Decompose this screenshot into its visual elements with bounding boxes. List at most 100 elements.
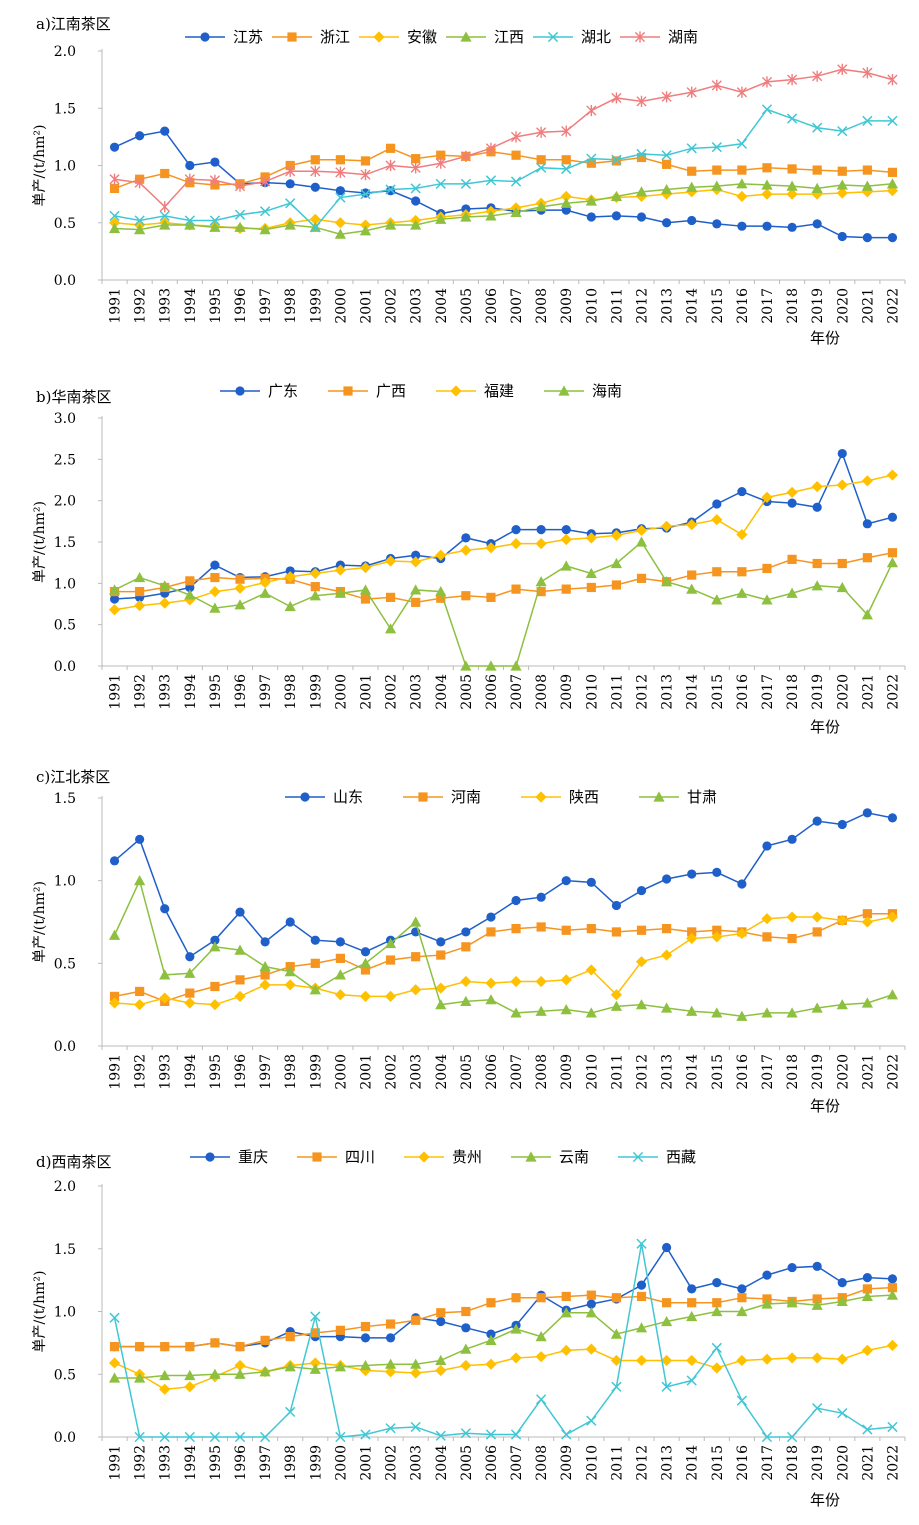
data-point <box>586 158 596 168</box>
y-tick-label: 2.0 <box>54 494 76 510</box>
x-tick-label: 2019 <box>810 674 826 710</box>
data-point <box>460 178 471 189</box>
data-point <box>159 580 171 591</box>
series-line <box>113 1243 893 1438</box>
data-point <box>235 975 245 985</box>
data-point <box>836 179 848 190</box>
y-tick-label: 2.0 <box>54 1179 76 1195</box>
data-point <box>737 486 747 497</box>
data-point <box>862 233 872 243</box>
data-point <box>334 228 346 239</box>
data-point <box>611 900 622 911</box>
data-point <box>736 1395 748 1406</box>
chart-panel-2: b)华南茶区 0.0 0.5 1.0 1.5 2.0 2.5 3.0 单产/(t/hm²) 199… <box>32 382 906 736</box>
data-point <box>284 219 296 230</box>
data-point <box>687 1298 697 1308</box>
x-tick-label: 1999 <box>308 1445 324 1481</box>
data-point <box>334 564 346 576</box>
data-point <box>586 1299 596 1309</box>
data-point <box>134 215 145 226</box>
x-tick-label: 1992 <box>133 288 149 324</box>
data-point <box>510 206 522 218</box>
x-tick-label: 2016 <box>735 288 751 324</box>
x-tick-label: 2020 <box>835 674 851 710</box>
data-point <box>887 1274 898 1284</box>
data-point <box>461 591 471 601</box>
data-point <box>586 153 597 164</box>
x-tick-label: 2021 <box>860 1445 876 1481</box>
data-point <box>836 581 848 593</box>
x-tick-label: 1993 <box>158 674 174 710</box>
data-point <box>210 935 220 945</box>
data-point <box>159 992 171 1004</box>
data-point <box>712 567 722 577</box>
y-tick-label: 0.5 <box>54 956 76 972</box>
data-point <box>686 1005 698 1016</box>
data-point <box>184 1369 196 1381</box>
series-福建 <box>108 469 899 616</box>
data-point <box>862 808 872 818</box>
series-河南 <box>109 909 898 1006</box>
series-line <box>114 451 893 600</box>
data-point <box>410 183 421 194</box>
data-point <box>335 953 345 963</box>
data-point <box>135 986 145 997</box>
x-tick-label: 2002 <box>384 288 400 324</box>
data-point <box>436 593 446 603</box>
data-point <box>285 1406 296 1418</box>
data-point <box>762 563 772 574</box>
data-point <box>737 1293 747 1303</box>
data-point <box>837 558 847 569</box>
data-point <box>811 182 823 193</box>
data-point <box>837 448 847 459</box>
legend-item: 广东 <box>220 382 298 400</box>
data-point <box>736 190 748 203</box>
x-tick-label: 2008 <box>534 674 550 710</box>
data-point <box>135 587 145 597</box>
data-point <box>736 528 748 541</box>
data-point <box>460 1359 472 1372</box>
x-tick-label: 2000 <box>333 288 349 324</box>
legend-marker <box>634 31 646 43</box>
data-point <box>862 67 873 79</box>
data-point <box>436 1308 446 1318</box>
series-line <box>114 474 893 611</box>
y-tick-label: 2.0 <box>54 44 76 60</box>
data-point <box>787 554 797 564</box>
x-tick-label: 1995 <box>208 288 224 324</box>
data-point <box>310 958 320 968</box>
data-point <box>511 924 521 934</box>
data-point <box>435 586 447 597</box>
y-tick-label: 0.5 <box>54 618 76 634</box>
data-point <box>561 125 572 137</box>
data-point <box>234 209 246 220</box>
data-point <box>134 1431 145 1443</box>
data-point <box>661 949 673 961</box>
data-point <box>686 583 698 594</box>
data-point <box>662 874 672 884</box>
x-tick-label: 1992 <box>133 1445 149 1481</box>
x-tick-label: 2001 <box>358 674 374 710</box>
data-point <box>235 1342 245 1352</box>
data-point <box>712 499 722 509</box>
data-point <box>886 469 899 481</box>
data-point <box>134 177 145 189</box>
data-point <box>385 1423 396 1434</box>
data-point <box>636 212 647 222</box>
data-point <box>184 1431 195 1443</box>
data-point <box>259 206 271 217</box>
data-point <box>359 219 372 231</box>
series-line <box>114 552 893 604</box>
data-point <box>335 155 345 165</box>
data-point <box>510 131 522 143</box>
data-point <box>635 536 648 547</box>
x-tick-label: 1996 <box>233 674 249 710</box>
data-point <box>310 1311 321 1322</box>
x-tick-label: 1991 <box>108 288 124 324</box>
x-tick-label: 2015 <box>710 1445 726 1481</box>
data-point <box>786 486 798 498</box>
x-tick-label: 1998 <box>283 674 299 710</box>
data-point <box>108 584 121 595</box>
data-point <box>636 95 647 107</box>
x-tick-label: 2006 <box>484 1054 500 1090</box>
